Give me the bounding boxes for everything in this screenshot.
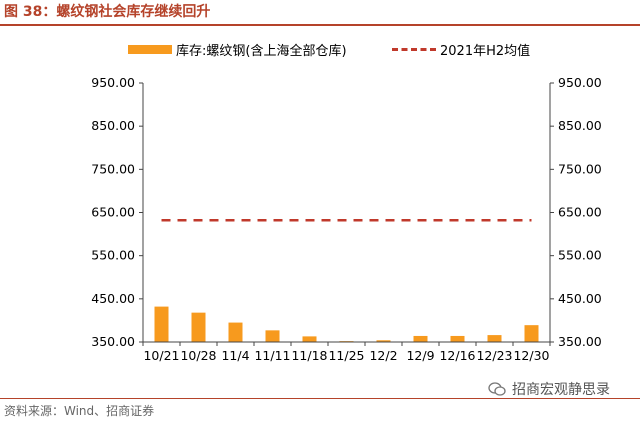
y-tick-label-left: 950.00 <box>91 75 135 90</box>
y-tick-label-left: 650.00 <box>91 205 135 220</box>
y-tick-label-right: 850.00 <box>558 118 602 133</box>
x-tick-label: 11/25 <box>328 348 364 363</box>
legend-label-inventory: 库存:螺纹钢(含上海全部仓库) <box>176 44 347 59</box>
bar-12-23 <box>487 335 502 342</box>
y-tick-label-right: 950.00 <box>558 75 602 90</box>
x-tick-label: 12/9 <box>406 348 434 363</box>
bar-11-11 <box>265 330 280 342</box>
watermark: 招商宏观静思录 <box>488 379 610 399</box>
bar-11-4 <box>228 322 243 342</box>
y-tick-label-right: 650.00 <box>558 205 602 220</box>
bar-12-2 <box>376 340 391 342</box>
x-tick-label: 10/21 <box>143 348 179 363</box>
x-tick-label: 12/30 <box>513 348 549 363</box>
y-tick-label-left: 850.00 <box>91 118 135 133</box>
y-tick-label-left: 550.00 <box>91 248 135 263</box>
watermark-text: 招商宏观静思录 <box>512 382 610 398</box>
legend-swatch-dash <box>392 48 436 51</box>
y-tick-label-left: 350.00 <box>91 334 135 349</box>
chart-legend: 库存:螺纹钢(含上海全部仓库) 2021年H2均值 <box>0 40 640 62</box>
bar-12-9 <box>413 335 428 342</box>
source-note: 资料来源：Wind、招商证券 <box>4 404 155 418</box>
x-tick-label: 11/11 <box>254 348 290 363</box>
legend-label-average: 2021年H2均值 <box>440 44 531 59</box>
x-tick-label: 10/28 <box>180 348 216 363</box>
title-divider <box>0 24 640 26</box>
x-tick-label: 12/2 <box>369 348 397 363</box>
figure-title: 图 38：螺纹钢社会库存继续回升 <box>4 4 211 20</box>
legend-item-average: 2021年H2均值 <box>392 40 530 59</box>
wechat-icon <box>488 382 506 396</box>
y-tick-label-right: 750.00 <box>558 161 602 176</box>
y-tick-label-right: 350.00 <box>558 334 602 349</box>
y-tick-label-right: 450.00 <box>558 291 602 306</box>
source-divider <box>0 398 640 399</box>
y-tick-label-right: 550.00 <box>558 248 602 263</box>
legend-swatch-bar <box>128 45 172 54</box>
x-tick-label: 12/23 <box>476 348 512 363</box>
bar-10-28 <box>191 312 206 342</box>
bar-12-16 <box>450 335 465 342</box>
y-tick-label-left: 450.00 <box>91 291 135 306</box>
y-tick-label-left: 750.00 <box>91 161 135 176</box>
bar-11-18 <box>302 336 317 342</box>
x-tick-label: 11/18 <box>291 348 327 363</box>
bar-10-21 <box>154 306 169 342</box>
legend-item-inventory: 库存:螺纹钢(含上海全部仓库) <box>128 40 347 59</box>
x-tick-label: 11/4 <box>221 348 249 363</box>
bar-12-30 <box>524 325 539 342</box>
x-tick-label: 12/16 <box>439 348 475 363</box>
